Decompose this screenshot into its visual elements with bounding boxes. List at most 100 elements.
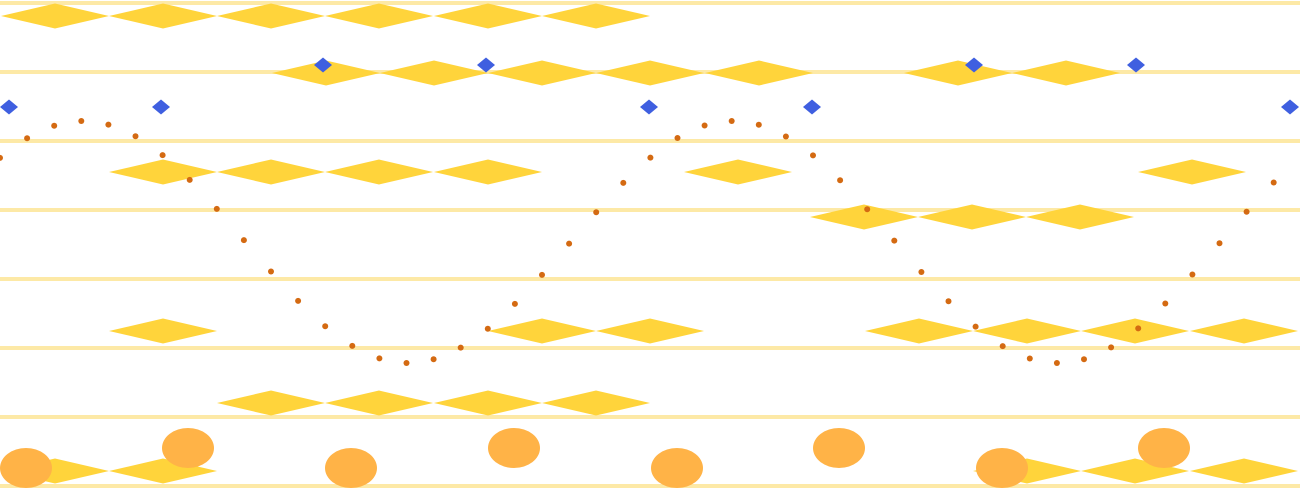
curve-dot xyxy=(620,179,627,186)
curve-dot xyxy=(349,342,356,349)
curve-dot xyxy=(945,298,952,305)
yellow-diamond xyxy=(325,3,433,29)
curve-dot xyxy=(1162,300,1169,307)
blue-diamond-marker xyxy=(1281,99,1299,115)
blue-diamond-marker xyxy=(152,99,170,115)
yellow-diamond xyxy=(325,390,433,416)
yellow-diamond xyxy=(488,60,596,86)
yellow-diamond xyxy=(325,159,433,185)
yellow-diamond xyxy=(904,60,1012,86)
curve-dot xyxy=(539,271,545,278)
yellow-diamond xyxy=(542,390,650,416)
blue-diamond-marker xyxy=(640,99,658,115)
curve-dot xyxy=(728,118,735,124)
curve-dot xyxy=(1026,355,1033,362)
curve-dot xyxy=(1081,356,1087,363)
yellow-diamond xyxy=(918,204,1026,230)
yellow-diamond xyxy=(1026,204,1134,230)
blue-diamond-marker xyxy=(477,57,495,73)
curve-dot xyxy=(837,177,844,184)
blue-diamond-marker xyxy=(803,99,821,115)
yellow-diamond xyxy=(272,60,380,86)
curve-dot xyxy=(186,176,193,183)
blue-diamond-marker xyxy=(0,99,18,115)
orange-circle xyxy=(976,448,1028,488)
stripe-line xyxy=(0,484,1300,488)
yellow-diamond xyxy=(1190,458,1298,484)
orange-circle xyxy=(488,428,540,468)
orange-circle xyxy=(162,428,214,468)
yellow-diamond xyxy=(1081,318,1189,344)
curve-dot xyxy=(701,122,708,129)
curve-dot xyxy=(430,356,437,363)
yellow-diamond xyxy=(217,3,325,29)
curve-dot xyxy=(566,240,573,247)
curve-dot xyxy=(891,237,898,244)
yellow-diamond xyxy=(434,3,542,29)
curve-dot xyxy=(268,268,274,275)
curve-dot xyxy=(78,118,85,124)
yellow-diamond xyxy=(865,318,973,344)
curve-dot xyxy=(484,325,491,332)
curve-dot xyxy=(213,205,220,212)
orange-circle xyxy=(651,448,703,488)
yellow-diamond xyxy=(1138,159,1246,185)
orange-circle xyxy=(813,428,865,468)
curve-dot xyxy=(0,154,3,161)
curve-dot xyxy=(403,360,410,366)
yellow-diamond xyxy=(217,390,325,416)
curve-dot xyxy=(322,323,329,330)
curve-dot xyxy=(1270,179,1277,186)
curve-dot xyxy=(593,209,600,216)
yellow-diamond xyxy=(109,159,217,185)
yellow-diamond xyxy=(684,159,792,185)
curve-dot xyxy=(864,206,871,213)
curve-dot xyxy=(1108,344,1115,351)
curve-dot xyxy=(132,133,139,140)
curve-dot xyxy=(1135,325,1142,332)
yellow-diamond xyxy=(705,60,813,86)
yellow-diamond xyxy=(488,318,596,344)
curve-dot xyxy=(972,323,979,330)
curve-dot xyxy=(1189,271,1196,278)
curve-dot xyxy=(105,121,112,128)
orange-circle xyxy=(325,448,377,488)
blue-diamond-marker xyxy=(314,57,332,73)
yellow-diamond xyxy=(380,60,488,86)
yellow-diamond xyxy=(596,60,704,86)
curve-dot xyxy=(51,122,58,129)
stripe-line xyxy=(0,208,1300,212)
yellow-diamond xyxy=(596,318,704,344)
yellow-diamond xyxy=(1,3,109,29)
curve-dot xyxy=(647,154,654,161)
yellow-diamond xyxy=(810,204,918,230)
curve-dot xyxy=(159,152,166,159)
curve-dot xyxy=(457,344,464,351)
curve-dot xyxy=(24,135,31,142)
curve-dot xyxy=(1216,240,1223,247)
curve-dot xyxy=(1053,360,1060,366)
yellow-diamond xyxy=(109,3,217,29)
curve-dot xyxy=(918,269,925,275)
yellow-diamond xyxy=(542,3,650,29)
blue-diamond-marker xyxy=(965,57,983,73)
orange-circle xyxy=(1138,428,1190,468)
blue-diamond-marker xyxy=(1127,57,1145,73)
yellow-diamond xyxy=(217,159,325,185)
yellow-diamond xyxy=(434,390,542,416)
curve-dot xyxy=(674,135,681,141)
curve-dot xyxy=(755,121,762,128)
curve-dot xyxy=(1243,208,1250,215)
stripe-line xyxy=(0,277,1300,281)
stripe-line xyxy=(0,415,1300,419)
curve-dot xyxy=(240,237,247,244)
orange-circle xyxy=(0,448,52,488)
yellow-diamond xyxy=(109,318,217,344)
stripe-line xyxy=(0,139,1300,143)
curve-dot xyxy=(295,297,302,304)
yellow-diamond xyxy=(973,318,1081,344)
stripe-line xyxy=(0,346,1300,350)
curve-dot xyxy=(511,300,518,307)
